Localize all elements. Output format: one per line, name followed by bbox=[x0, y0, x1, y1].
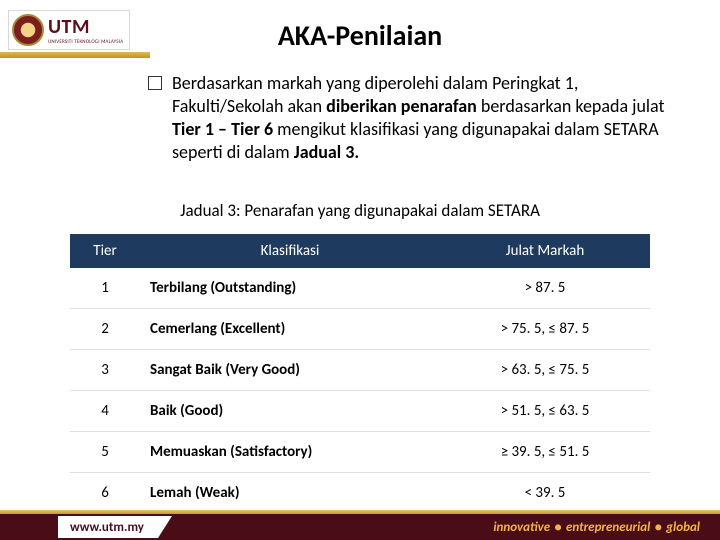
th-jm: Julat Markah bbox=[440, 234, 650, 268]
cell-jm: > 87. 5 bbox=[440, 268, 650, 309]
table-row: 6Lemah (Weak)< 39. 5 bbox=[70, 473, 650, 514]
bullet-mid1: berdasarkan kepada julat bbox=[481, 95, 665, 117]
cell-jm: > 51. 5, ≤ 63. 5 bbox=[440, 391, 650, 432]
cell-klas: Cemerlang (Excellent) bbox=[140, 309, 440, 350]
tag-word-2: entrepreneurial bbox=[566, 520, 650, 535]
rating-table: Tier Klasifikasi Julat Markah 1Terbilang… bbox=[70, 234, 650, 513]
bullet-bold1: diberikan penarafan bbox=[326, 95, 481, 117]
cell-klas: Memuaskan (Satisfactory) bbox=[140, 432, 440, 473]
th-klas: Klasifikasi bbox=[140, 234, 440, 268]
cell-jm: > 75. 5, ≤ 87. 5 bbox=[440, 309, 650, 350]
bullet-text: Berdasarkan markah yang diperolehi dalam… bbox=[172, 72, 670, 164]
cell-tier: 4 bbox=[70, 391, 140, 432]
tag-word-1: innovative bbox=[493, 520, 550, 535]
dot-icon: ● bbox=[550, 520, 566, 535]
dot-icon: ● bbox=[650, 520, 666, 535]
cell-jm: ≥ 39. 5, ≤ 51. 5 bbox=[440, 432, 650, 473]
cell-tier: 6 bbox=[70, 473, 140, 514]
table-row: 4Baik (Good)> 51. 5, ≤ 63. 5 bbox=[70, 391, 650, 432]
cell-klas: Sangat Baik (Very Good) bbox=[140, 350, 440, 391]
cell-tier: 2 bbox=[70, 309, 140, 350]
footer-tagline: innovative●entrepreneurial●global bbox=[493, 520, 700, 535]
header-gold-bar bbox=[0, 52, 150, 58]
bullet-bold2: Tier 1 – Tier 6 bbox=[172, 118, 277, 140]
tag-word-3: global bbox=[666, 520, 700, 535]
cell-klas: Lemah (Weak) bbox=[140, 473, 440, 514]
table-row: 5Memuaskan (Satisfactory)≥ 39. 5, ≤ 51. … bbox=[70, 432, 650, 473]
bullet-bold3: Jadual 3. bbox=[294, 141, 359, 163]
cell-jm: > 63. 5, ≤ 75. 5 bbox=[440, 350, 650, 391]
footer-url: www.utm.my bbox=[58, 516, 172, 538]
table-row: 1Terbilang (Outstanding)> 87. 5 bbox=[70, 268, 650, 309]
cell-klas: Terbilang (Outstanding) bbox=[140, 268, 440, 309]
body-bullet: Berdasarkan markah yang diperolehi dalam… bbox=[148, 72, 670, 164]
cell-tier: 1 bbox=[70, 268, 140, 309]
footer-bar: www.utm.my innovative●entrepreneurial●gl… bbox=[0, 514, 720, 540]
table-row: 3Sangat Baik (Very Good)> 63. 5, ≤ 75. 5 bbox=[70, 350, 650, 391]
checkbox-icon bbox=[148, 76, 162, 90]
logo-text: UTM bbox=[48, 15, 123, 39]
table-caption: Jadual 3: Penarafan yang digunapakai dal… bbox=[0, 200, 720, 221]
cell-klas: Baik (Good) bbox=[140, 391, 440, 432]
table-row: 2Cemerlang (Excellent)> 75. 5, ≤ 87. 5 bbox=[70, 309, 650, 350]
cell-jm: < 39. 5 bbox=[440, 473, 650, 514]
cell-tier: 5 bbox=[70, 432, 140, 473]
cell-tier: 3 bbox=[70, 350, 140, 391]
logo-text-wrap: UTM UNIVERSITI TEKNOLOGI MALAYSIA bbox=[48, 15, 123, 45]
logo-subtext: UNIVERSITI TEKNOLOGI MALAYSIA bbox=[48, 39, 123, 45]
table-header-row: Tier Klasifikasi Julat Markah bbox=[70, 234, 650, 268]
logo-block: UTM UNIVERSITI TEKNOLOGI MALAYSIA bbox=[8, 10, 130, 50]
logo-seal-icon bbox=[12, 14, 44, 46]
th-tier: Tier bbox=[70, 234, 140, 268]
